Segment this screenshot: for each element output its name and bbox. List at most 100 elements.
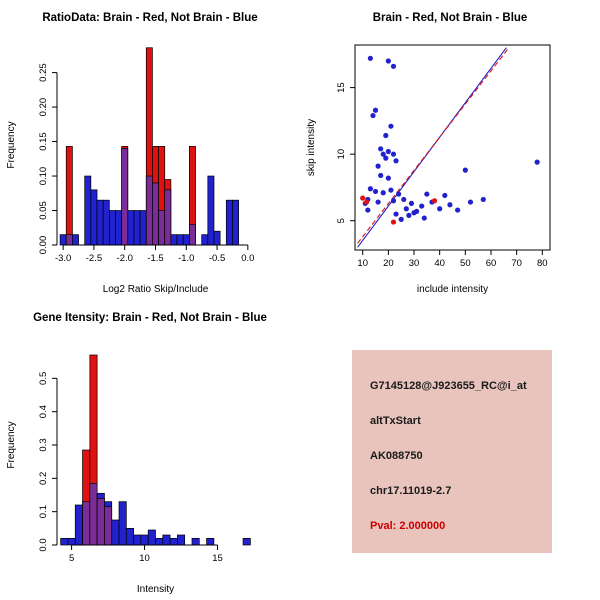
hist-bar [182, 234, 190, 246]
hist-bar [225, 199, 233, 246]
y-tick-label: 0.0 [38, 538, 49, 551]
hist-bar [60, 537, 69, 546]
scatter-point [378, 172, 384, 179]
panel-gene-intensity-histogram: Gene Itensity: Brain - Red, Not Brain - … [0, 300, 300, 600]
x-tick-label: 30 [409, 258, 420, 269]
hist-bar [147, 529, 156, 546]
x-tick-label: 10 [139, 553, 150, 564]
scatter-point [408, 200, 415, 207]
gene-intensity-histogram-chart: 5 10 15 0.0 0.1 0.2 0.3 0.4 0.5 Intensity Frequenc… [6, 354, 251, 595]
hist-bar [118, 501, 127, 546]
scatter-point [398, 216, 404, 222]
scatter-title: Brain - Red, Not Brain - Blue [372, 12, 528, 24]
x-tick-label: 60 [486, 258, 497, 269]
scatter-point [437, 206, 443, 212]
y-tick-label: 0.2 [38, 472, 49, 485]
hist-bar [127, 210, 135, 246]
scatter-point [365, 207, 371, 213]
x-axis-label: include intensity [417, 284, 488, 295]
scatter-point [390, 63, 397, 69]
y-axis-label: Frequency [6, 121, 17, 168]
hist-bar-overlap [121, 148, 129, 246]
y-tick-label: 0.05 [38, 201, 49, 220]
intensity-scatter-chart: 10 20 30 40 50 60 70 80 5 10 15 include intensity sk… [306, 44, 551, 295]
hist-bar [170, 234, 178, 246]
y-tick-label: 0.10 [38, 167, 49, 186]
hist-bar [108, 210, 116, 246]
hist-bar [242, 537, 251, 546]
x-tick-label: 70 [511, 258, 522, 269]
scatter-point [385, 58, 391, 64]
hist-bar [162, 534, 171, 546]
x-axis-label: Intensity [137, 584, 174, 595]
hist-bar-overlap [145, 175, 153, 246]
scatter-point [380, 190, 386, 196]
x-tick-label: 0.0 [241, 253, 254, 264]
hist-bar [176, 234, 184, 246]
plot-box [354, 44, 551, 251]
scatter-point [385, 148, 391, 155]
scatter-point [388, 123, 394, 129]
scatter-point [370, 112, 376, 119]
scatter-point [442, 192, 448, 199]
scatter-point [534, 159, 540, 165]
hist-bar-overlap [104, 506, 113, 546]
scatter-point [480, 196, 486, 203]
hist-bar [155, 537, 164, 546]
y-tick-label: 10 [336, 149, 347, 160]
scatter-point [406, 212, 412, 218]
x-tick-label: -3.0 [55, 253, 71, 264]
scatter-point [363, 199, 370, 205]
scatter-point [372, 107, 379, 113]
hist-bar [115, 210, 122, 246]
y-axis-label: skip intensity [306, 119, 317, 176]
y-tick-label: 0.15 [38, 132, 49, 151]
scatter-point [388, 187, 394, 193]
x-tick-label: -1.5 [147, 253, 163, 264]
x-axis-label: Log2 Ratio Skip/Include [103, 284, 209, 295]
event-type-text: altTxStart [370, 415, 421, 427]
scatter-point [421, 215, 427, 221]
ratiodata-histogram-chart: -3.0 -2.5 -2.0 -1.5 -1.0 -0.5 0.0 0.00 0.05 0.10 0… [6, 47, 254, 295]
hist-bar [140, 534, 149, 546]
hist-bar-overlap [164, 189, 172, 246]
hist-bar [96, 199, 104, 246]
scatter-point [393, 158, 399, 164]
scatter-point [419, 203, 425, 209]
scatter-point [390, 151, 397, 157]
scatter-point [447, 202, 453, 208]
hist-bar-overlap [89, 482, 98, 546]
hist-bar [125, 527, 134, 546]
pval-text: Pval: 2.000000 [370, 520, 446, 532]
y-tick-label: 5 [336, 218, 347, 223]
y-tick-label: 0.00 [38, 236, 49, 255]
location-text: chr17.11019-2.7 [370, 485, 452, 497]
scatter-point [383, 155, 389, 161]
x-tick-label: 20 [383, 258, 394, 269]
scatter-point [455, 207, 461, 213]
hist-bar [72, 234, 79, 246]
scatter-point [375, 163, 381, 169]
panel-ratiodata-histogram: RatioData: Brain - Red, Not Brain - Blue… [0, 0, 300, 300]
x-tick-label: -1.0 [178, 253, 194, 264]
hist-bar-overlap [96, 497, 105, 546]
hist-bar [213, 230, 221, 246]
scatter-point [367, 55, 373, 61]
hist-bar [74, 504, 83, 546]
hist-bar-overlap [65, 234, 73, 246]
hist-bar [84, 175, 92, 246]
hist-bar-overlap [82, 501, 91, 546]
hist-bar-overlap [152, 182, 159, 246]
y-tick-label: 0.25 [38, 63, 49, 82]
scatter-point [403, 206, 409, 212]
x-tick-label: 15 [212, 553, 223, 564]
hist-bar [191, 537, 200, 546]
scatter-point [390, 198, 397, 204]
scatter-point [360, 195, 366, 201]
scatter-point [431, 198, 438, 204]
y-tick-label: 0.20 [38, 98, 49, 117]
x-tick-label: 40 [434, 258, 445, 269]
scatter-point [467, 199, 474, 205]
y-axis-label: Frequency [6, 421, 17, 468]
hist-bar [201, 234, 209, 246]
